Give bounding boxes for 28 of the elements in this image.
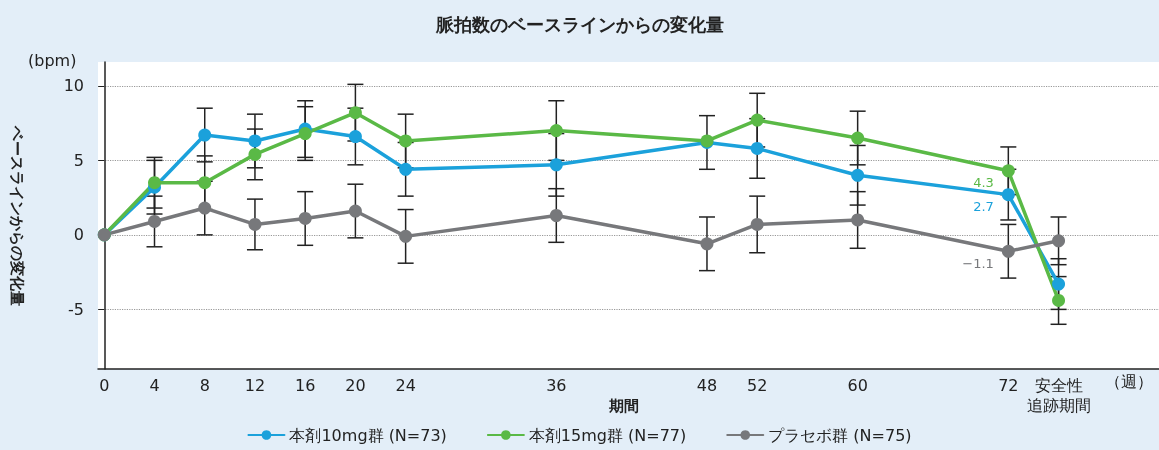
data-label: −1.1 [962,255,994,271]
x-tick-label: 0 [99,375,110,395]
legend-label: 本剤10mg群 (N=73) [289,425,447,445]
x-axis-title: 期間 [607,396,639,415]
y-tick-label: 0 [73,225,84,245]
x-tick-label: 4 [149,375,160,395]
x-tick-label: 60 [847,375,868,395]
y-tick-label: 10 [63,76,84,96]
y-tick-label: 5 [73,150,84,170]
y-tick-label: -5 [68,299,84,319]
x-tick-label: 72 [998,375,1019,395]
x-tick-label: 36 [546,375,567,395]
x-tick-label: 20 [345,375,366,395]
legend-label: 本剤15mg群 (N=77) [528,425,687,445]
x-tick-label: 24 [395,375,416,395]
data-label: 2.7 [973,199,994,215]
text: (bpm) [28,50,77,70]
y-axis-title: ベースラインからの変化量 [7,124,26,306]
x-tick-label: 52 [747,375,768,395]
data-label: 4.3 [973,175,994,191]
x-tick-label: 安全性追跡期間 [1026,375,1091,415]
chart-title: 脈拍数のベースラインからの変化量 [434,13,724,35]
x-tick-label: 8 [199,375,210,395]
text: （週） [1105,371,1153,391]
legend-label: プラセボ群 (N=75) [768,425,912,445]
x-tick-label: 48 [696,375,718,395]
x-tick-label: 12 [244,375,266,395]
x-tick-label: 16 [295,375,316,395]
